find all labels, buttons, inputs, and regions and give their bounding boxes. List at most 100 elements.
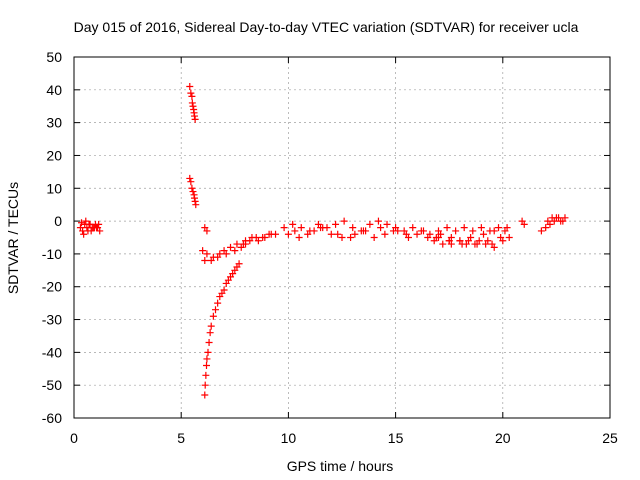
- data-point: [452, 227, 460, 235]
- data-point: [413, 230, 421, 238]
- data-point: [201, 381, 209, 389]
- data-point: [370, 234, 378, 241]
- data-point: [469, 227, 477, 235]
- data-point: [204, 348, 212, 356]
- data-point: [203, 250, 211, 258]
- data-point: [190, 112, 198, 120]
- data-point: [242, 240, 250, 248]
- data-point: [202, 361, 210, 369]
- plot-frame: [73, 56, 611, 419]
- tick-label-x: 0: [70, 430, 78, 446]
- data-point: [189, 102, 197, 110]
- data-point: [267, 230, 275, 238]
- data-point: [480, 230, 488, 238]
- data-point: [471, 240, 479, 248]
- data-point: [203, 355, 211, 363]
- data-point: [559, 217, 567, 225]
- data-point: [222, 250, 230, 258]
- data-point: [201, 391, 209, 399]
- data-point: [332, 220, 340, 228]
- data-point: [280, 224, 288, 232]
- data-point: [191, 115, 199, 123]
- data-point: [191, 197, 199, 205]
- data-point: [84, 227, 92, 235]
- data-point: [214, 299, 222, 307]
- data-point: [235, 260, 243, 268]
- data-point: [555, 214, 563, 222]
- data-point: [80, 230, 88, 238]
- data-point: [351, 230, 359, 238]
- axis-ticks: [73, 56, 611, 419]
- data-point: [505, 234, 513, 241]
- tick-label-y: 10: [46, 180, 62, 196]
- data-point: [297, 224, 305, 232]
- data-point: [192, 201, 200, 209]
- tick-labels: 50 40 30 20 10 0 -10 -20 -30 -40 -50 -60 0 5 10 15 20 25: [42, 49, 618, 446]
- tick-label-x: 5: [177, 430, 185, 446]
- tick-label-y: -40: [42, 344, 62, 360]
- data-point: [202, 371, 210, 379]
- data-point: [477, 224, 485, 232]
- data-point: [233, 240, 241, 248]
- data-point: [443, 224, 451, 232]
- data-point: [188, 99, 196, 107]
- data-point: [289, 220, 297, 228]
- data-point: [187, 178, 195, 186]
- data-point: [546, 220, 554, 228]
- data-point: [377, 224, 385, 232]
- data-point: [186, 83, 194, 91]
- data-point: [445, 237, 453, 245]
- tick-label-x: 20: [495, 430, 511, 446]
- data-point: [254, 237, 262, 245]
- data-point: [248, 234, 256, 241]
- tick-label-x: 15: [388, 430, 404, 446]
- data-point: [340, 217, 348, 225]
- x-axis-title: GPS time / hours: [287, 458, 394, 474]
- data-point: [227, 243, 235, 251]
- data-point: [490, 227, 498, 235]
- data-point: [484, 237, 492, 245]
- tick-label-y: 30: [46, 115, 62, 131]
- data-point: [490, 243, 498, 251]
- data-point: [349, 224, 357, 232]
- data-point: [430, 237, 438, 245]
- data-point: [550, 217, 558, 225]
- data-point: [389, 227, 397, 235]
- data-point: [295, 234, 303, 241]
- data-point: [327, 230, 335, 238]
- data-point: [207, 322, 215, 330]
- data-point: [206, 329, 214, 337]
- data-point: [334, 230, 342, 238]
- data-point: [501, 227, 509, 235]
- data-point: [261, 234, 269, 241]
- data-point: [338, 234, 346, 241]
- tick-label-x: 10: [281, 430, 297, 446]
- data-point: [310, 227, 318, 235]
- data-point: [205, 339, 213, 347]
- chart-title: Day 015 of 2016, Sidereal Day-to-day VTE…: [74, 19, 579, 35]
- data-point: [190, 194, 198, 202]
- tick-label-y: 50: [46, 49, 62, 65]
- data-point: [402, 230, 410, 238]
- data-point: [383, 220, 391, 228]
- tick-label-y: 20: [46, 147, 62, 163]
- data-point: [284, 230, 292, 238]
- data-point: [424, 234, 432, 241]
- tick-label-y: 0: [54, 213, 62, 229]
- data-point: [93, 224, 101, 232]
- data-point: [537, 227, 545, 235]
- data-point: [419, 227, 427, 235]
- data-point: [374, 217, 382, 225]
- tick-label-y: -30: [42, 312, 62, 328]
- data-point: [189, 188, 197, 196]
- tick-label-x: 25: [602, 430, 618, 446]
- data-point: [317, 224, 325, 232]
- data-point: [231, 247, 239, 255]
- data-point: [460, 224, 468, 232]
- data-point: [464, 237, 472, 245]
- data-point: [212, 306, 220, 314]
- tick-label-y: -10: [42, 246, 62, 262]
- data-point: [381, 230, 389, 238]
- data-point: [542, 224, 550, 232]
- data-point: [82, 217, 90, 225]
